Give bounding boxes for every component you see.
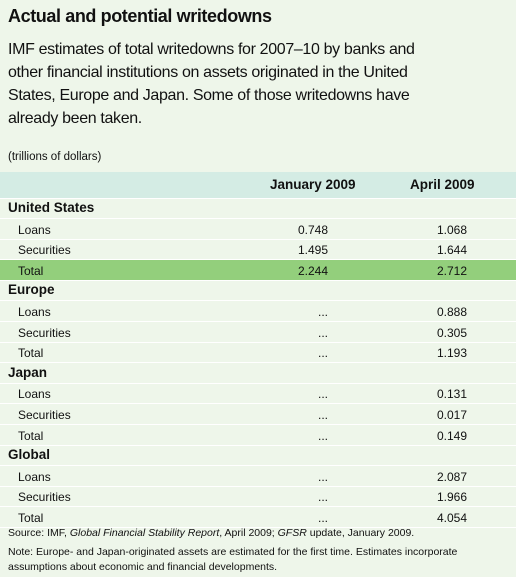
row-label: Total	[18, 428, 44, 443]
cell: 0.305	[436, 325, 467, 340]
cell: 2.712	[436, 263, 467, 278]
column-header: January 2009	[270, 177, 356, 192]
table-header: January 2009 April 2009	[0, 172, 516, 199]
row-label: Loans	[18, 305, 51, 319]
section-name: Europe	[8, 282, 55, 298]
data-row: Securities... 1.966	[0, 486, 516, 508]
data-row: Loans... 0.131	[0, 383, 516, 405]
row-label: Securities	[18, 408, 71, 422]
source-part: update, January 2009.	[306, 527, 415, 539]
row-label: Loans	[18, 469, 51, 484]
data-row: Securities... 0.305	[0, 322, 516, 343]
cell: 1.644	[436, 243, 467, 258]
cell: 1.068	[436, 222, 467, 237]
cell: ...	[317, 469, 328, 484]
source-part: Global Financial Stability Report	[69, 527, 220, 539]
cell: 4.054	[436, 511, 467, 525]
column-header: April 2009	[410, 177, 475, 192]
section-name: Global	[8, 447, 51, 463]
cell: 2.244	[297, 263, 328, 278]
cell: ...	[317, 387, 328, 402]
cell: ...	[317, 325, 328, 340]
cell: 1.193	[436, 346, 467, 361]
data-row: Securities 1.495 1.644	[0, 239, 516, 261]
row-label: Total	[18, 263, 44, 278]
cell: 1.495	[297, 243, 328, 258]
subtitle-line: already been taken.	[8, 110, 142, 127]
subtitle-line: IMF estimates of total writedowns for 20…	[8, 41, 415, 58]
data-row: Total... 4.054	[0, 507, 516, 528]
unit-note: (trillions of dollars)	[8, 151, 102, 163]
cell: ...	[317, 305, 328, 319]
row-label: Total	[18, 511, 44, 525]
cell: 0.149	[436, 428, 467, 443]
subtitle-line: other financial institutions on assets o…	[8, 64, 408, 81]
data-row: Loans... 2.087	[0, 466, 516, 487]
data-row: Total 2.244 2.712	[0, 259, 516, 281]
cell: ...	[317, 346, 328, 361]
section-row: Japan	[0, 363, 516, 384]
note: Note: Europe- and Japan-originated asset…	[8, 545, 457, 575]
row-label: Securities	[18, 325, 71, 340]
source-part: GFSR	[277, 527, 307, 539]
cell: ...	[317, 490, 328, 505]
data-row: Securities... 0.017	[0, 404, 516, 425]
section-name: United States	[8, 200, 95, 215]
cell: 0.131	[436, 387, 467, 402]
cell: 2.087	[436, 469, 467, 484]
note-line: Note: Europe- and Japan-originated asset…	[8, 546, 458, 558]
section-row: Europe	[0, 280, 516, 302]
data-row: Loans 0.748 1.068	[0, 219, 516, 240]
title: Actual and potential writedowns	[8, 6, 272, 26]
cell: 1.966	[436, 490, 467, 505]
source: Source: IMF, Global Financial Stability …	[8, 527, 414, 539]
cell: ...	[317, 408, 328, 422]
source-part: Source: IMF,	[8, 527, 70, 539]
cell: 0.017	[436, 408, 467, 422]
data-row: Total... 0.149	[0, 425, 516, 446]
row-label: Loans	[18, 222, 51, 237]
cell: ...	[317, 511, 328, 525]
row-label: Securities	[18, 490, 71, 505]
row-label: Total	[18, 346, 44, 361]
cell: 0.748	[297, 222, 328, 237]
cell: ...	[317, 428, 328, 443]
cell: 0.888	[436, 305, 467, 319]
source-part: , April 2009;	[219, 527, 278, 539]
section-name: Japan	[8, 364, 48, 380]
subtitle-line: States, Europe and Japan. Some of those …	[8, 87, 410, 104]
section-row: United States	[0, 198, 516, 219]
section-row: Global	[0, 445, 516, 467]
row-label: Loans	[18, 387, 51, 402]
data-row: Total... 1.193	[0, 342, 516, 364]
data-row: Loans... 0.888	[0, 301, 516, 322]
note-line: assumptions about economic and financial…	[8, 561, 278, 573]
subtitle: IMF estimates of total writedowns for 20…	[8, 38, 415, 130]
row-label: Securities	[18, 243, 71, 258]
